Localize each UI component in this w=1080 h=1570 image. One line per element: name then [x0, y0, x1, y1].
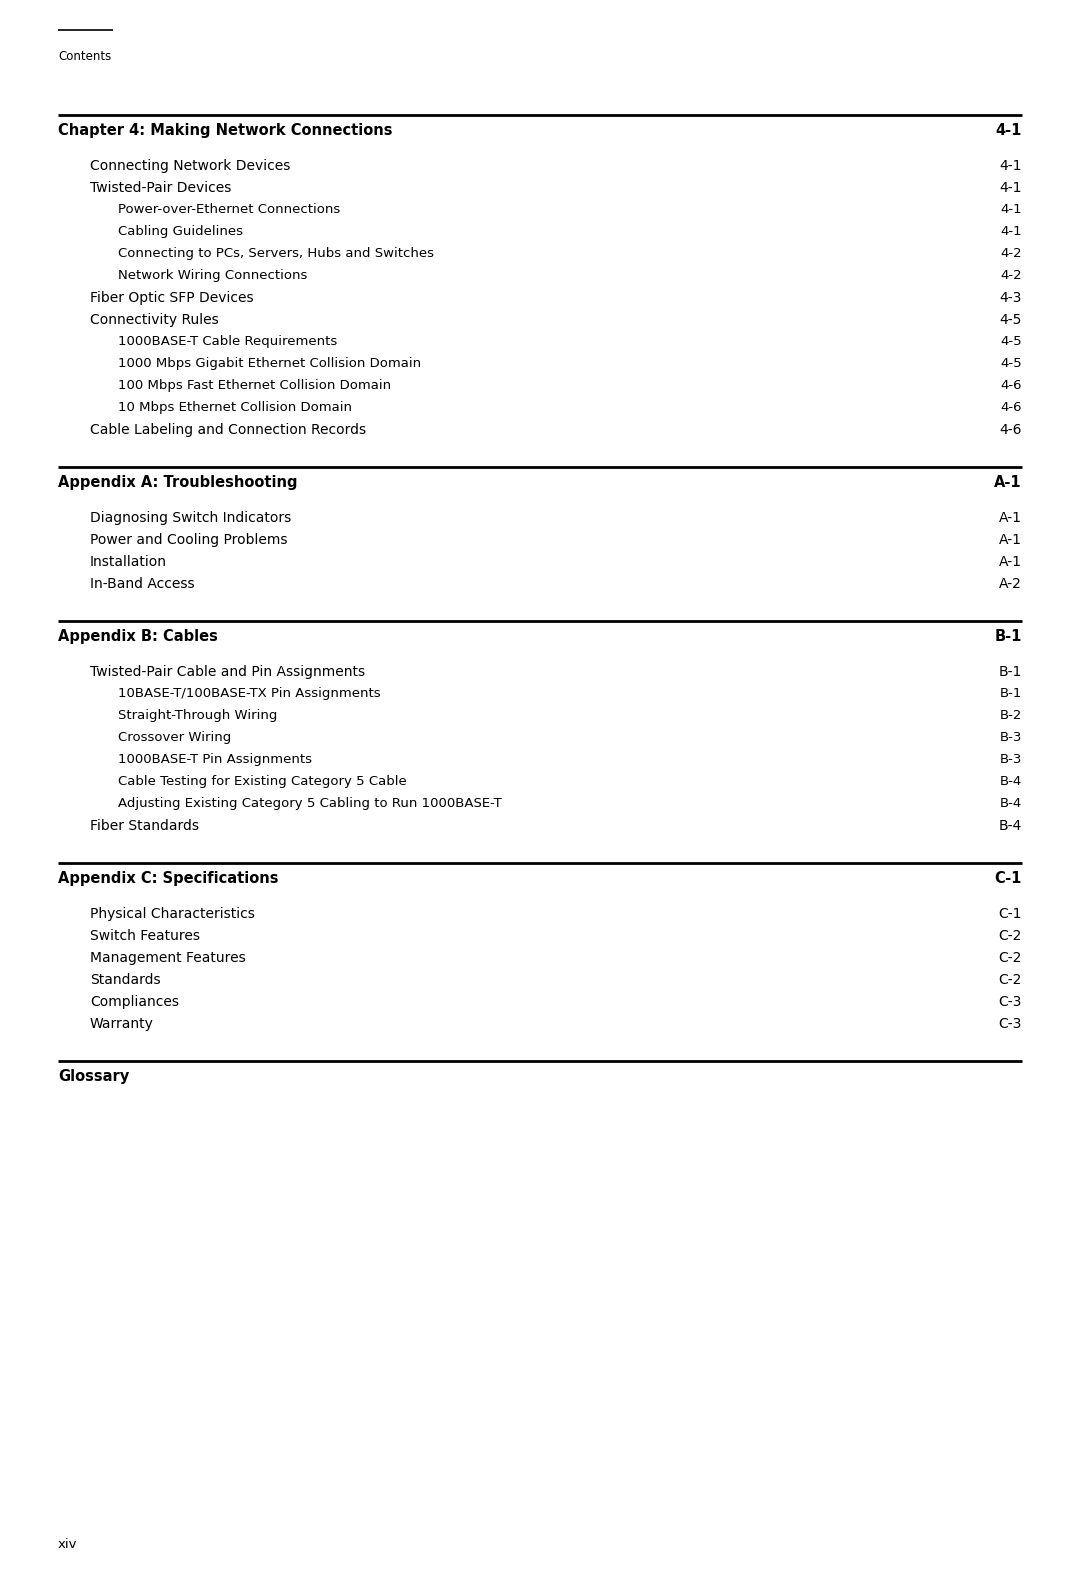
Text: 4-2: 4-2 [1000, 268, 1022, 283]
Text: xiv: xiv [58, 1539, 78, 1551]
Text: B-1: B-1 [995, 630, 1022, 644]
Text: Glossary: Glossary [58, 1069, 130, 1083]
Text: Appendix A: Troubleshooting: Appendix A: Troubleshooting [58, 476, 297, 490]
Text: C-3: C-3 [999, 1017, 1022, 1031]
Text: C-2: C-2 [999, 973, 1022, 988]
Text: Standards: Standards [90, 973, 161, 988]
Text: Network Wiring Connections: Network Wiring Connections [118, 268, 308, 283]
Text: Compliances: Compliances [90, 995, 179, 1010]
Text: Installation: Installation [90, 556, 167, 568]
Text: 4-6: 4-6 [999, 422, 1022, 436]
Text: B-4: B-4 [1000, 776, 1022, 788]
Text: 1000BASE-T Cable Requirements: 1000BASE-T Cable Requirements [118, 334, 337, 349]
Text: B-3: B-3 [1000, 754, 1022, 766]
Text: 10BASE-T/100BASE-TX Pin Assignments: 10BASE-T/100BASE-TX Pin Assignments [118, 688, 380, 700]
Text: Cable Labeling and Connection Records: Cable Labeling and Connection Records [90, 422, 366, 436]
Text: Appendix C: Specifications: Appendix C: Specifications [58, 871, 279, 885]
Text: 4-6: 4-6 [1000, 400, 1022, 414]
Text: Power-over-Ethernet Connections: Power-over-Ethernet Connections [118, 203, 340, 217]
Text: Twisted-Pair Devices: Twisted-Pair Devices [90, 181, 231, 195]
Text: Cable Testing for Existing Category 5 Cable: Cable Testing for Existing Category 5 Ca… [118, 776, 407, 788]
Text: 1000BASE-T Pin Assignments: 1000BASE-T Pin Assignments [118, 754, 312, 766]
Text: A-1: A-1 [999, 556, 1022, 568]
Text: Management Features: Management Features [90, 951, 246, 966]
Text: 4-5: 4-5 [1000, 334, 1022, 349]
Text: 4-3: 4-3 [1000, 290, 1022, 305]
Text: Twisted-Pair Cable and Pin Assignments: Twisted-Pair Cable and Pin Assignments [90, 666, 365, 678]
Text: In-Band Access: In-Band Access [90, 578, 194, 590]
Text: C-2: C-2 [999, 951, 1022, 966]
Text: A-2: A-2 [999, 578, 1022, 590]
Text: Switch Features: Switch Features [90, 929, 200, 944]
Text: Connecting Network Devices: Connecting Network Devices [90, 159, 291, 173]
Text: 4-6: 4-6 [1000, 378, 1022, 392]
Text: 4-1: 4-1 [1000, 225, 1022, 239]
Text: B-2: B-2 [1000, 710, 1022, 722]
Text: 4-1: 4-1 [996, 122, 1022, 138]
Text: A-1: A-1 [999, 532, 1022, 546]
Text: Physical Characteristics: Physical Characteristics [90, 907, 255, 922]
Text: Power and Cooling Problems: Power and Cooling Problems [90, 532, 287, 546]
Text: 4-1: 4-1 [999, 159, 1022, 173]
Text: Chapter 4: Making Network Connections: Chapter 4: Making Network Connections [58, 122, 392, 138]
Text: Fiber Optic SFP Devices: Fiber Optic SFP Devices [90, 290, 254, 305]
Text: A-1: A-1 [995, 476, 1022, 490]
Text: 4-5: 4-5 [1000, 312, 1022, 327]
Text: A-1: A-1 [999, 510, 1022, 524]
Text: 100 Mbps Fast Ethernet Collision Domain: 100 Mbps Fast Ethernet Collision Domain [118, 378, 391, 392]
Text: 1000 Mbps Gigabit Ethernet Collision Domain: 1000 Mbps Gigabit Ethernet Collision Dom… [118, 356, 421, 371]
Text: C-1: C-1 [999, 907, 1022, 922]
Text: B-4: B-4 [999, 820, 1022, 834]
Text: C-1: C-1 [995, 871, 1022, 885]
Text: Warranty: Warranty [90, 1017, 153, 1031]
Text: 4-1: 4-1 [999, 181, 1022, 195]
Text: 4-1: 4-1 [1000, 203, 1022, 217]
Text: Fiber Standards: Fiber Standards [90, 820, 199, 834]
Text: 4-2: 4-2 [1000, 246, 1022, 261]
Text: 4-5: 4-5 [1000, 356, 1022, 371]
Text: C-2: C-2 [999, 929, 1022, 944]
Text: Connectivity Rules: Connectivity Rules [90, 312, 219, 327]
Text: B-4: B-4 [1000, 798, 1022, 810]
Text: Cabling Guidelines: Cabling Guidelines [118, 225, 243, 239]
Text: Straight-Through Wiring: Straight-Through Wiring [118, 710, 278, 722]
Text: Crossover Wiring: Crossover Wiring [118, 732, 231, 744]
Text: B-3: B-3 [1000, 732, 1022, 744]
Text: C-3: C-3 [999, 995, 1022, 1010]
Text: Contents: Contents [58, 50, 111, 63]
Text: B-1: B-1 [1000, 688, 1022, 700]
Text: Connecting to PCs, Servers, Hubs and Switches: Connecting to PCs, Servers, Hubs and Swi… [118, 246, 434, 261]
Text: Diagnosing Switch Indicators: Diagnosing Switch Indicators [90, 510, 292, 524]
Text: 10 Mbps Ethernet Collision Domain: 10 Mbps Ethernet Collision Domain [118, 400, 352, 414]
Text: Appendix B: Cables: Appendix B: Cables [58, 630, 218, 644]
Text: B-1: B-1 [999, 666, 1022, 678]
Text: Adjusting Existing Category 5 Cabling to Run 1000BASE-T: Adjusting Existing Category 5 Cabling to… [118, 798, 502, 810]
